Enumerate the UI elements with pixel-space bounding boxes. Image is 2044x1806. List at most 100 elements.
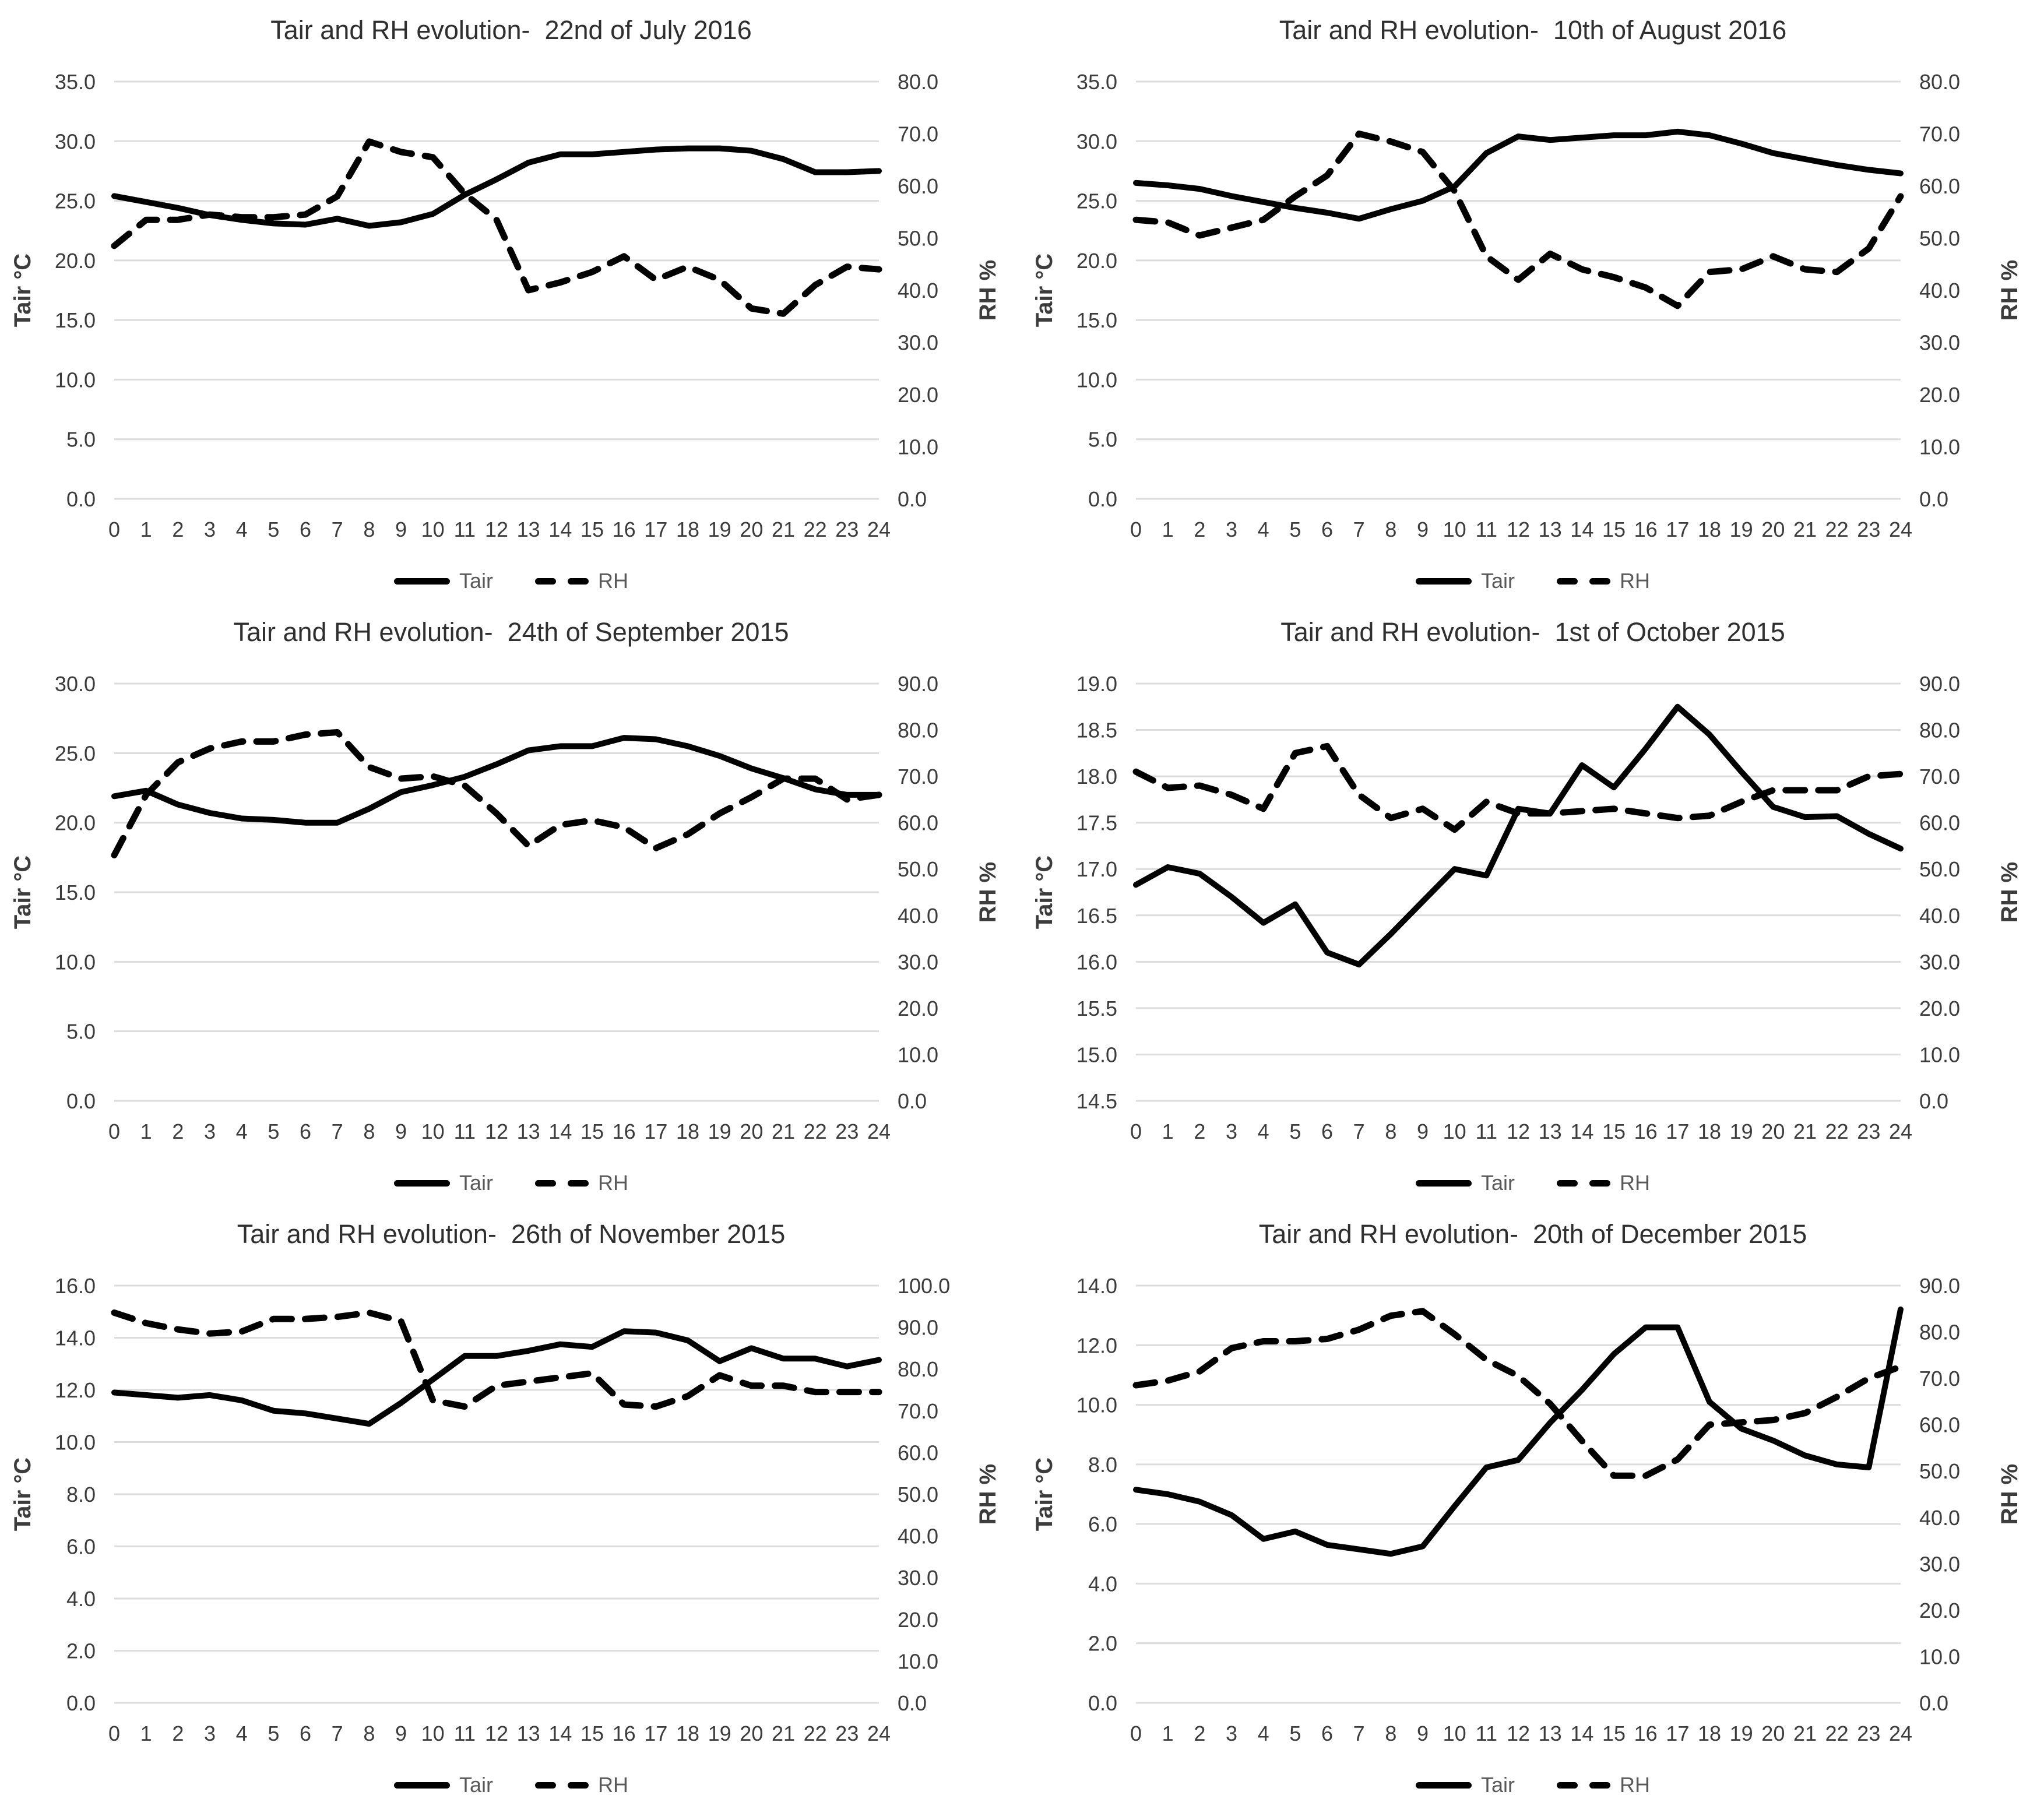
svg-text:10: 10 [1443,1721,1466,1745]
svg-text:5: 5 [1289,1721,1301,1745]
svg-text:3: 3 [1226,517,1237,541]
gridlines [114,682,879,1102]
svg-text:9: 9 [1417,1721,1429,1745]
svg-text:70.0: 70.0 [1919,1367,1960,1390]
svg-text:5: 5 [1289,517,1301,541]
gridlines [114,80,879,500]
svg-text:10: 10 [421,517,445,541]
svg-text:4: 4 [1258,517,1269,541]
svg-text:7: 7 [332,517,343,541]
svg-text:40.0: 40.0 [1919,904,1960,928]
svg-text:40.0: 40.0 [898,1525,938,1548]
svg-text:6: 6 [300,517,311,541]
svg-text:1: 1 [1162,517,1174,541]
svg-text:14.0: 14.0 [1076,1274,1117,1298]
svg-text:15: 15 [581,1721,604,1745]
tair-line-swatch [393,578,450,585]
svg-text:20.0: 20.0 [55,249,96,273]
svg-text:16: 16 [1634,1721,1658,1745]
rh-line-swatch [1557,1180,1610,1187]
svg-text:60.0: 60.0 [1919,1413,1960,1437]
svg-text:60.0: 60.0 [898,811,938,835]
svg-text:6: 6 [1321,1721,1333,1745]
svg-text:20: 20 [740,517,763,541]
svg-text:50.0: 50.0 [1919,1459,1960,1483]
svg-text:10: 10 [421,1119,445,1143]
svg-text:8: 8 [363,517,375,541]
svg-text:17.5: 17.5 [1076,811,1117,835]
svg-text:2: 2 [1194,1721,1205,1745]
svg-text:9: 9 [395,1721,407,1745]
svg-text:6: 6 [1321,517,1333,541]
tair-line-swatch [1415,1782,1472,1789]
chart-plot-september: 30.025.020.015.010.05.00.090.080.070.060… [10,672,1001,1143]
svg-text:16.0: 16.0 [55,1274,96,1298]
svg-text:24: 24 [867,1721,891,1745]
svg-text:9: 9 [1417,1119,1429,1143]
svg-text:5.0: 5.0 [66,428,96,452]
svg-text:5: 5 [1289,1119,1301,1143]
svg-text:16: 16 [613,517,636,541]
svg-text:11: 11 [1476,1119,1497,1143]
svg-text:17: 17 [644,1119,667,1143]
svg-text:70.0: 70.0 [898,1399,938,1423]
svg-text:30.0: 30.0 [1919,331,1960,355]
rh-line-swatch [1557,578,1610,585]
svg-text:35.0: 35.0 [1076,70,1117,94]
svg-text:19: 19 [1730,1721,1753,1745]
svg-text:12: 12 [1507,517,1530,541]
chart-plot-august: 35.030.025.020.015.010.05.00.080.070.060… [1032,70,2022,541]
svg-text:12: 12 [485,1721,508,1745]
svg-text:70.0: 70.0 [898,122,938,146]
legend-label-tair: Tair [1480,569,1515,593]
left-axis-ticks: 35.0 30.0 25.0 20.0 15.0 10.0 5.0 0.0 [1076,70,1117,511]
svg-text:25.0: 25.0 [55,741,96,765]
svg-text:0.0: 0.0 [898,1089,927,1113]
svg-text:0.0: 0.0 [66,1089,96,1113]
svg-text:0.0: 0.0 [1919,1691,1948,1715]
svg-text:16.5: 16.5 [1076,904,1117,928]
svg-text:6: 6 [1321,1119,1333,1143]
chart-title: Tair and RH evolution- 22nd of July 2016 [270,15,752,45]
legend-label-tair: Tair [459,1773,493,1797]
svg-text:1: 1 [1162,1721,1174,1745]
svg-text:6.0: 6.0 [1088,1512,1117,1536]
tair-line [111,735,882,826]
svg-text:0.0: 0.0 [1919,487,1948,511]
svg-text:20.0: 20.0 [55,811,96,835]
svg-text:18.0: 18.0 [1076,765,1117,788]
right-axis-title: RH % [975,260,1001,321]
svg-text:17: 17 [644,1721,667,1745]
svg-text:15.0: 15.0 [1076,1043,1117,1066]
svg-text:14: 14 [1570,1119,1593,1143]
svg-text:0.0: 0.0 [898,487,927,511]
svg-text:6: 6 [300,1721,311,1745]
svg-text:3: 3 [204,1119,216,1143]
svg-text:12: 12 [1507,1119,1530,1143]
legend-label-tair: Tair [1480,1773,1515,1797]
svg-text:3: 3 [204,1721,216,1745]
svg-text:0.0: 0.0 [66,487,96,511]
svg-text:90.0: 90.0 [1919,1274,1960,1298]
legend-label-rh: RH [598,1773,628,1797]
svg-text:70.0: 70.0 [898,765,938,788]
svg-text:21: 21 [772,1119,795,1143]
svg-text:10.0: 10.0 [1919,1645,1960,1668]
legend: Tair RH [1022,1173,2044,1194]
rh-line [1132,742,1904,833]
svg-text:22: 22 [804,1721,827,1745]
svg-text:60.0: 60.0 [1919,811,1960,835]
svg-text:21: 21 [1793,517,1817,541]
rh-line [111,138,882,317]
svg-text:19.0: 19.0 [1076,672,1117,696]
svg-text:4: 4 [236,517,248,541]
svg-text:16.0: 16.0 [1076,950,1117,974]
svg-text:22: 22 [804,1119,827,1143]
svg-text:30.0: 30.0 [898,1566,938,1590]
svg-text:0: 0 [1130,1119,1142,1143]
svg-text:13: 13 [1539,517,1562,541]
right-axis-title: RH % [975,862,1001,923]
right-axis-ticks: 80.0 70.0 60.0 50.0 40.0 30.0 20.0 10.0 0.0 [898,70,938,511]
gridlines [1136,1284,1901,1704]
svg-text:4: 4 [236,1721,248,1745]
